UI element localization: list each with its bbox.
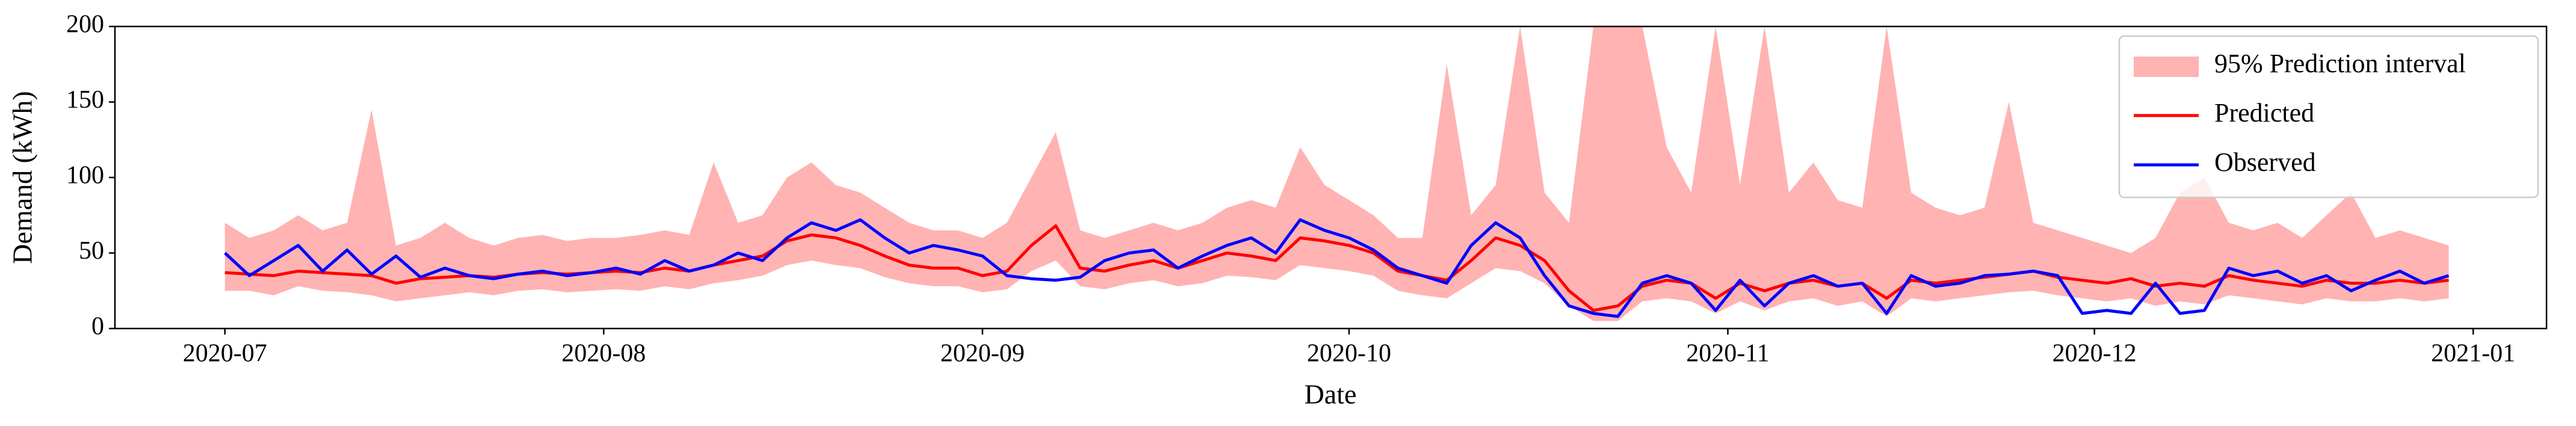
x-tick-label: 2020-10	[1307, 340, 1391, 368]
series-line	[224, 218, 2450, 318]
plot-area	[224, 26, 2450, 321]
y-tick-label: 150	[66, 86, 104, 114]
y-tick-label: 50	[79, 237, 104, 265]
y-tick-label: 200	[66, 11, 104, 39]
legend-label: Observed	[2214, 147, 2316, 177]
y-tick-label: 0	[91, 313, 104, 341]
y-tick-label: 100	[66, 162, 104, 190]
x-tick-label: 2020-12	[2052, 340, 2137, 368]
legend-label: 95% Prediction interval	[2214, 49, 2466, 78]
legend-box	[2118, 35, 2539, 199]
x-axis-title: Date	[1305, 379, 1357, 410]
x-tick-label: 2020-08	[561, 340, 646, 368]
y-axis-title: Demand (kWh)	[7, 91, 38, 264]
x-tick-label: 2021-01	[2431, 340, 2515, 368]
legend-swatch	[2134, 57, 2199, 77]
x-tick-label: 2020-07	[183, 340, 267, 368]
x-tick-label: 2020-09	[941, 340, 1025, 368]
legend-label: Predicted	[2214, 98, 2314, 128]
x-tick-label: 2020-11	[1686, 340, 1769, 368]
legend: 95% Prediction interval Predicted Observed	[2118, 35, 2539, 199]
prediction-interval	[224, 26, 2449, 321]
